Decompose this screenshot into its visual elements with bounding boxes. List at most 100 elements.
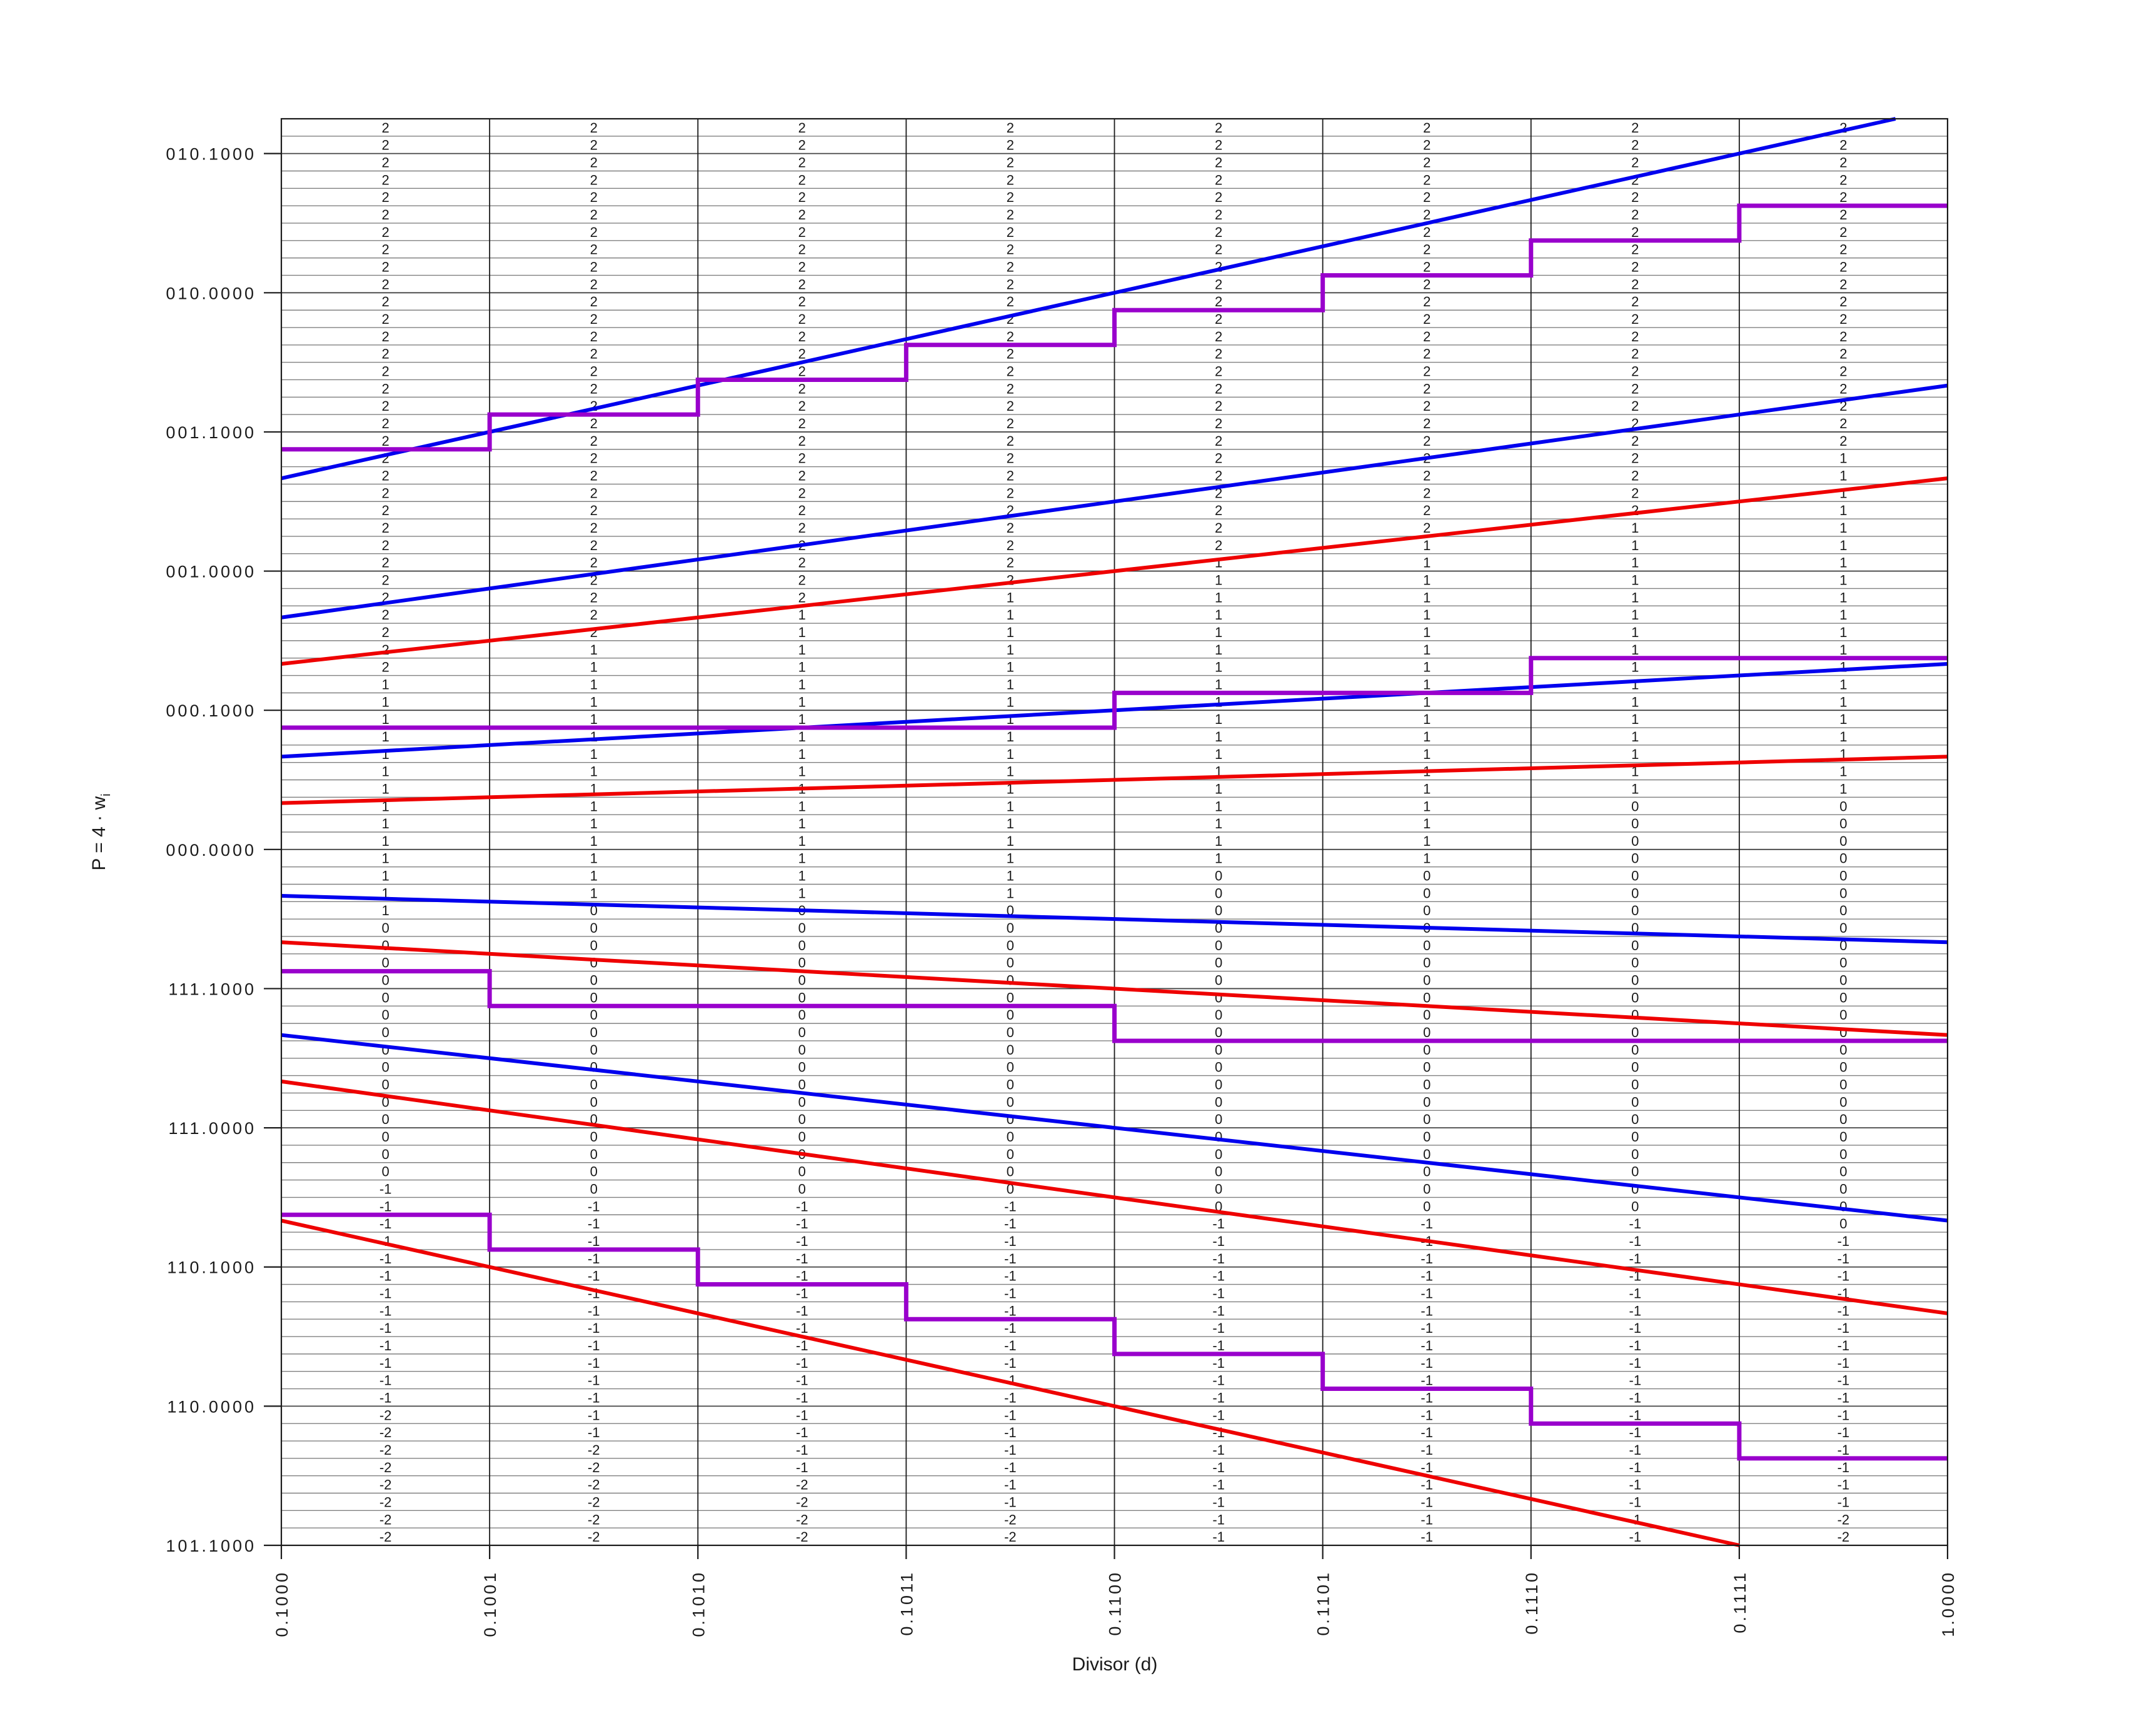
quotient-digit: -1 (1004, 1355, 1017, 1371)
quotient-digit: -1 (1629, 1477, 1642, 1493)
quotient-digit: 0 (798, 1111, 806, 1127)
quotient-digit: 2 (1215, 294, 1222, 309)
quotient-digit: 1 (381, 694, 389, 710)
quotient-digit: 2 (1215, 468, 1222, 484)
quotient-digit: 2 (381, 555, 389, 571)
quotient-digit: 1 (1215, 729, 1222, 745)
quotient-digit: 2 (1007, 138, 1014, 153)
quotient-digit: 0 (1631, 798, 1639, 814)
quotient-digit: 0 (590, 920, 598, 936)
quotient-digit: -1 (1420, 1390, 1433, 1406)
quotient-digit: 2 (590, 329, 598, 344)
quotient-digit: 0 (1631, 1198, 1639, 1214)
quotient-digit: 1 (1423, 642, 1430, 658)
quotient-digit: -1 (1004, 1407, 1017, 1423)
quotient-digit: 0 (1839, 851, 1847, 866)
quotient-digit: -1 (380, 1286, 392, 1302)
quotient-digit: 1 (1007, 816, 1014, 831)
quotient-digit: -1 (588, 1216, 600, 1232)
quotient-digit: -1 (380, 1355, 392, 1371)
quotient-digit: 2 (590, 259, 598, 275)
quotient-digit: 2 (590, 138, 598, 153)
staircase-boundary (281, 1212, 1948, 1461)
quotient-digit: 2 (1423, 172, 1430, 188)
quotient-digit: 1 (1631, 555, 1639, 571)
quotient-digit: -1 (1420, 1338, 1433, 1353)
quotient-digit: 1 (590, 833, 598, 849)
quotient-digit: 0 (1839, 816, 1847, 831)
quotient-digit: 1 (1839, 607, 1847, 623)
quotient-digit: 0 (1007, 1094, 1014, 1110)
quotient-digit: 2 (1631, 138, 1639, 153)
quotient-digit: 1 (1423, 816, 1430, 831)
quotient-digit: 2 (1215, 120, 1222, 136)
quotient-digit: 2 (381, 346, 389, 362)
quotient-digit: 2 (1423, 138, 1430, 153)
quotient-digit: 0 (1631, 1060, 1639, 1075)
quotient-digit: 0 (1007, 920, 1014, 936)
quotient-digit: -1 (1420, 1425, 1433, 1440)
quotient-digit: 0 (1423, 885, 1430, 901)
quotient-digit: 0 (1631, 816, 1639, 831)
quotient-digit: 2 (798, 364, 806, 379)
y-tick-label: 001.1000 (166, 423, 256, 442)
quotient-digit: -2 (380, 1442, 392, 1458)
quotient-digit: 2 (1215, 242, 1222, 258)
quotient-digit: -1 (796, 1425, 808, 1440)
quotient-digit: 1 (590, 660, 598, 675)
quotient-digit: 0 (798, 1182, 806, 1197)
quotient-digit: 0 (1839, 990, 1847, 1005)
quotient-digit: 2 (1423, 346, 1430, 362)
quotient-digit: 2 (1839, 294, 1847, 309)
quotient-digit: 0 (1839, 1198, 1847, 1214)
quotient-digit: 0 (1007, 1164, 1014, 1180)
quotient-digit: 1 (798, 642, 806, 658)
quotient-digit: -1 (1838, 1460, 1850, 1475)
quotient-digit: 1 (798, 711, 806, 727)
quotient-digit: 2 (1839, 189, 1847, 205)
quotient-digit: 1 (1839, 660, 1847, 675)
quotient-digit: 2 (1423, 433, 1430, 449)
quotient-digit: 2 (1007, 120, 1014, 136)
quotient-digit: -2 (588, 1494, 600, 1510)
quotient-digit: -1 (380, 1216, 392, 1232)
quotient-digit: -1 (796, 1355, 808, 1371)
quotient-digit: 0 (1423, 990, 1430, 1005)
quotient-digit: 0 (1839, 1129, 1847, 1145)
quotient-digit: 2 (798, 433, 806, 449)
quotient-digit: -2 (588, 1460, 600, 1475)
quotient-digit: 2 (1215, 207, 1222, 223)
quotient-digit: 2 (1007, 451, 1014, 466)
quotient-digit: 0 (1215, 1111, 1222, 1127)
quotient-digit: -1 (796, 1407, 808, 1423)
quotient-digit: 0 (1631, 1129, 1639, 1145)
quotient-digit: 1 (1839, 625, 1847, 640)
quotient-digit: 0 (1215, 955, 1222, 971)
quotient-digit: 0 (1007, 955, 1014, 971)
quotient-digit: 1 (1631, 746, 1639, 762)
axis-titles: Divisor (d) P = 4 · wi (89, 793, 1157, 1675)
quotient-digit: 0 (590, 903, 598, 918)
quotient-digit: 2 (798, 138, 806, 153)
quotient-digit: 2 (381, 468, 389, 484)
quotient-digit: 1 (1839, 642, 1847, 658)
quotient-digit: 1 (1215, 677, 1222, 693)
quotient-digit: 2 (1631, 346, 1639, 362)
quotient-digit: 0 (381, 1094, 389, 1110)
quotient-digit: 2 (1423, 311, 1430, 327)
boundary-line (281, 1218, 1740, 1547)
quotient-digit: 2 (798, 555, 806, 571)
quotient-digit: -1 (1212, 1216, 1225, 1232)
quotient-digit: 2 (798, 189, 806, 205)
quotient-digit: -1 (1004, 1268, 1017, 1284)
x-axis-tick-labels: 0.1000 0.1001 0.1010 0.1011 0.1100 0.1101 0.11… (273, 1545, 1958, 1637)
quotient-digit: 0 (1215, 1077, 1222, 1093)
quotient-digit: -1 (1629, 1303, 1642, 1318)
quotient-digit: 2 (1423, 189, 1430, 205)
quotient-digit: 1 (798, 660, 806, 675)
x-tick-label: 0.1111 (1731, 1570, 1749, 1633)
quotient-digit: 1 (1631, 625, 1639, 640)
quotient-digit: -1 (1838, 1320, 1850, 1336)
quotient-digit: 0 (1839, 833, 1847, 849)
x-tick-label: 0.1110 (1522, 1570, 1541, 1635)
